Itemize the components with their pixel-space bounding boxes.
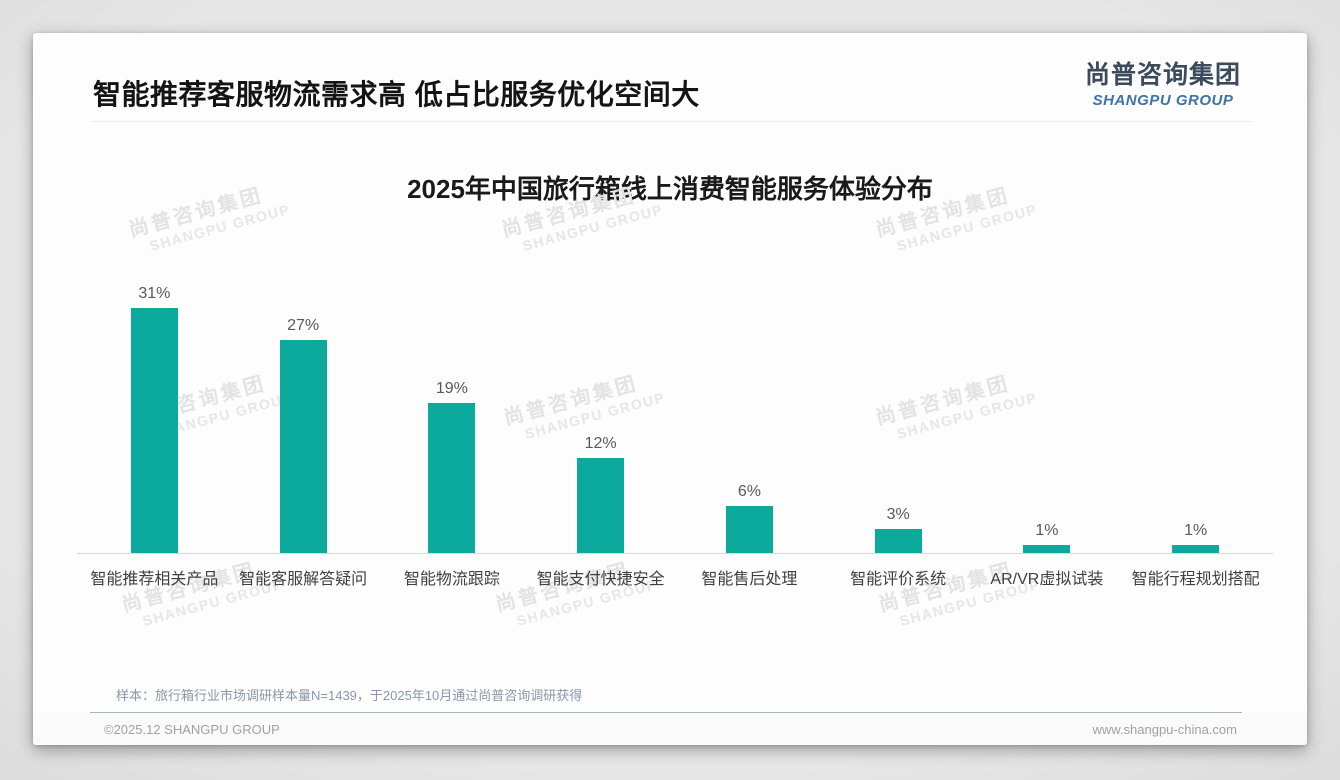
bar-chart-plot: 31% 27% 19% 12% 6% 3% 1% 1% [80, 203, 1270, 553]
bar-value-label: 6% [737, 483, 761, 500]
watermark: 尚普咨询集团 SHANGPU GROUP [492, 548, 658, 633]
bar-value-label: 1% [1035, 522, 1059, 539]
company-logo: 尚普咨询集团 SHANGPU GROUP [1085, 55, 1241, 109]
bar-value-label: 31% [138, 285, 171, 302]
bar [725, 506, 773, 553]
category-label: 智能售后处理 [701, 571, 798, 588]
bar-slot: 12% [526, 435, 675, 553]
x-axis-labels: 智能推荐相关产品 智能客服解答疑问 智能物流跟踪 智能支付快捷安全 智能售后处理 智能评价… [80, 565, 1270, 589]
bar [1023, 545, 1071, 553]
copyright-text: ©2025.12 SHANGPU GROUP [104, 721, 280, 737]
bar-slot: 31% [80, 285, 229, 553]
bar-value-label: 3% [886, 506, 910, 523]
website-url: www.shangpu-china.com [1092, 721, 1237, 737]
watermark: 尚普咨询集团 SHANGPU GROUP [875, 548, 1041, 633]
x-axis-line [77, 553, 1273, 554]
page-title: 智能推荐客服物流需求高 低占比服务优化空间大 [93, 79, 700, 110]
bar [577, 458, 625, 553]
chart-title: 2025年中国旅行箱线上消费智能服务体验分布 [407, 174, 933, 204]
category-label: 智能行程规划搭配 [1131, 571, 1260, 588]
category-label: 智能客服解答疑问 [239, 571, 368, 588]
category-label: AR/VR虚拟试装 [990, 571, 1104, 588]
bar [1172, 545, 1220, 553]
bar-slot: 6% [675, 483, 824, 553]
category-label: 智能评价系统 [850, 571, 947, 588]
bar-value-label: 12% [584, 435, 617, 452]
footer-divider [90, 712, 1242, 713]
footer-bar: ©2025.12 SHANGPU GROUP www.shangpu-china… [33, 713, 1307, 745]
bar [130, 308, 178, 553]
category-label: 智能支付快捷安全 [536, 571, 665, 588]
bar-slot: 27% [229, 317, 378, 553]
header-divider [90, 121, 1253, 122]
category-label: 智能物流跟踪 [403, 571, 500, 588]
watermark: 尚普咨询集团 SHANGPU GROUP [118, 548, 285, 633]
logo-cn-text: 尚普咨询集团 [1084, 61, 1241, 89]
report-card: 智能推荐客服物流需求高 低占比服务优化空间大 尚普咨询集团 SHANGPU GR… [33, 33, 1307, 745]
bar [428, 403, 476, 553]
category-label: 智能推荐相关产品 [90, 571, 219, 588]
sample-note: 样本：旅行箱行业市场调研样本量N=1439，于2025年10月通过尚普咨询调研获… [116, 688, 583, 703]
logo-en-text: SHANGPU GROUP [1092, 92, 1234, 109]
bar [874, 529, 922, 553]
bar [279, 340, 327, 553]
bar-value-label: 19% [435, 380, 468, 397]
bar-slot: 1% [1121, 522, 1270, 553]
bar-slot: 1% [973, 522, 1122, 553]
bar-value-label: 27% [287, 317, 320, 334]
bar-value-label: 1% [1184, 522, 1208, 539]
bar-slot: 3% [824, 506, 973, 553]
bar-slot: 19% [378, 380, 527, 553]
